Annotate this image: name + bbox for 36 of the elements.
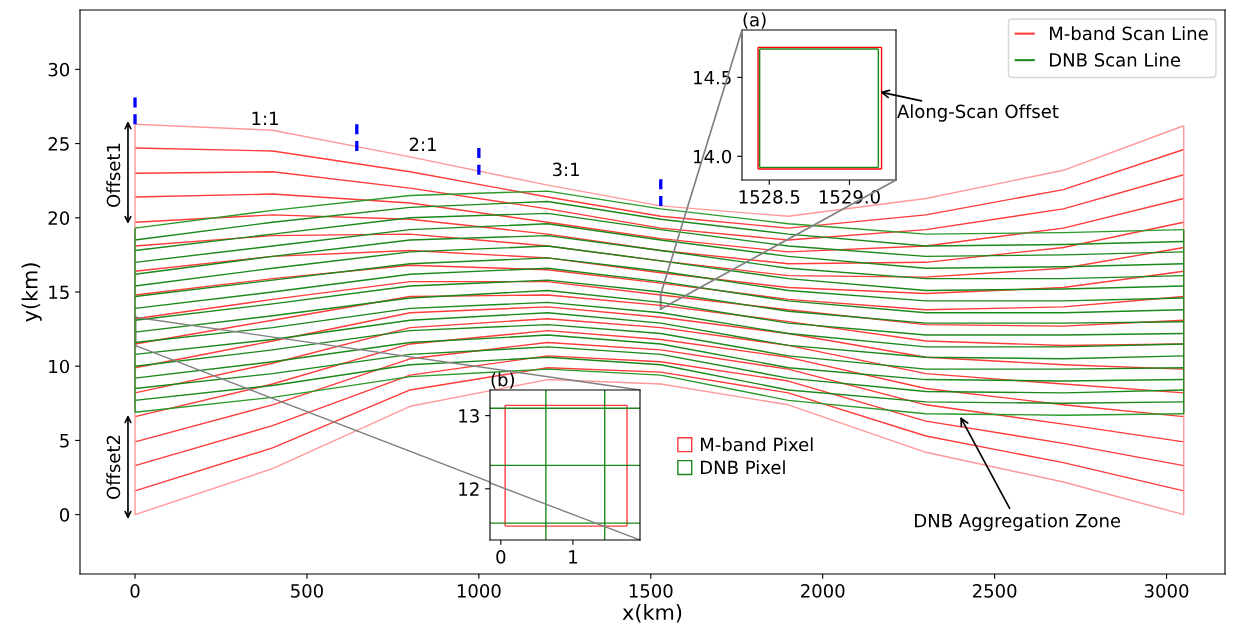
y-tick-label: 12 (459, 482, 479, 496)
y-tick-label: 20 (48, 211, 70, 225)
annotation: DNB Aggregation Zone (915, 513, 1121, 531)
chart-title: (a) (743, 12, 766, 29)
x-tick-label: 2500 (972, 584, 1017, 598)
y-axis-title: y(km) (21, 263, 42, 322)
y-tick-label: 30 (48, 62, 70, 77)
annotation: 3:1 (552, 162, 579, 177)
y-tick-label: 25 (48, 137, 69, 151)
legend-label: DNB Pixel (700, 460, 785, 475)
annotation: Offset2 (106, 435, 121, 499)
y-tick-label: 15 (49, 285, 69, 300)
x-tick-label: 1000 (457, 584, 501, 598)
y-tick-label: 5 (60, 434, 69, 448)
annotation: 2:1 (409, 137, 436, 151)
x-axis-title: x(km) (622, 603, 682, 623)
y-tick-label: 10 (49, 359, 70, 374)
legend-label: M-band Pixel (700, 437, 813, 452)
x-tick-label: 3000 (1144, 584, 1189, 598)
y-tick-label: 14.5 (694, 71, 731, 85)
x-tick-label: 0 (130, 584, 140, 598)
x-tick-label: 500 (291, 584, 323, 598)
y-tick-label: 14.0 (694, 149, 732, 164)
x-tick-label: 1528.5 (739, 190, 800, 204)
y-tick-label: 0 (59, 508, 70, 522)
annotation: Along-Scan Offset (897, 104, 1059, 122)
y-tick-label: 13 (459, 409, 479, 423)
legend-label: DNB Scan Line (1049, 52, 1181, 67)
x-tick-label: 1529.0 (819, 190, 880, 204)
annotation: 1:1 (252, 111, 278, 125)
legend-label: M-band Scan Line (1049, 26, 1208, 41)
x-tick-label: 1500 (629, 584, 673, 598)
chart-title: (b) (491, 372, 514, 389)
x-tick-label: 1 (569, 550, 578, 564)
annotation: Offset1 (106, 143, 121, 208)
x-tick-label: 2000 (801, 584, 845, 598)
